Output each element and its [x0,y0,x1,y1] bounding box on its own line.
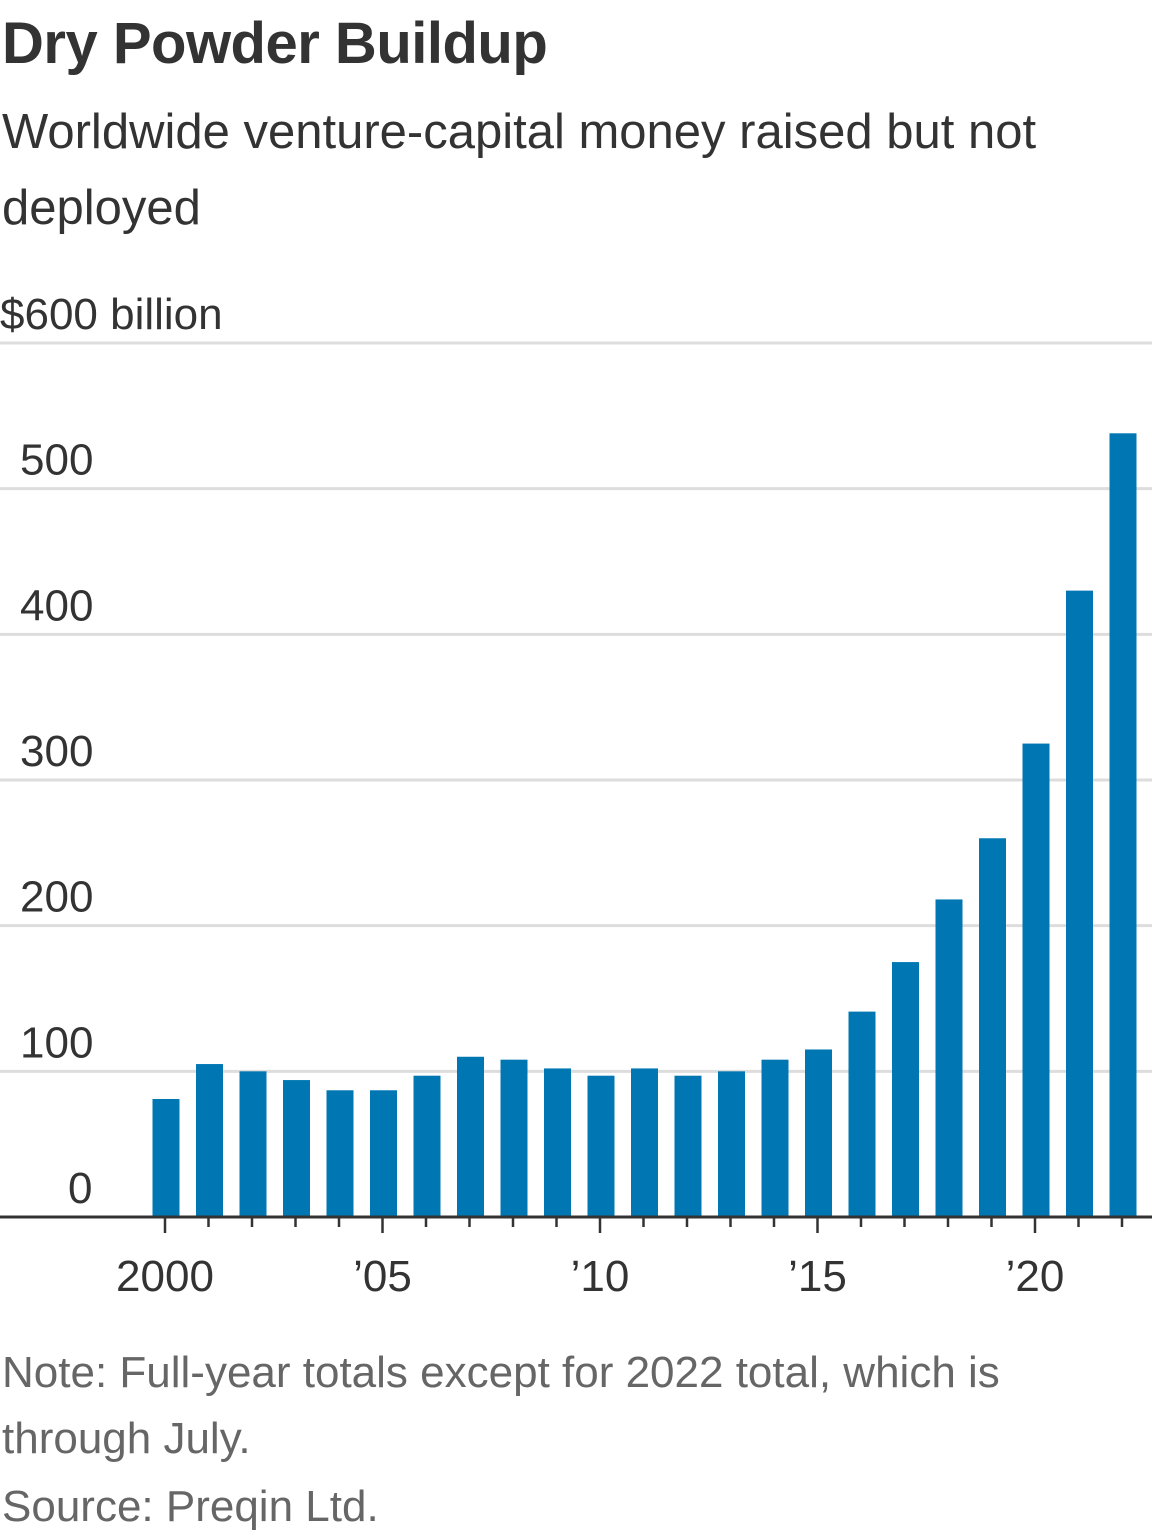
bar-2007 [457,1056,484,1217]
bar-2000 [152,1099,180,1217]
y-axis-labels: 0 100 200 300 400 500 $600 billion [0,290,223,1213]
bar-2013 [718,1071,745,1217]
y-tick-label: $600 billion [0,290,223,339]
bar-2017 [892,962,919,1217]
y-tick-label: 100 [20,1018,93,1067]
chart-note: Note: Full-year totals except for 2022 t… [2,1348,1000,1463]
x-axis [0,1215,1152,1233]
bar-2004 [326,1090,354,1217]
bar-2002 [239,1071,267,1217]
bar-2008 [500,1059,528,1217]
y-tick-label: 300 [20,727,93,776]
bar-2019 [979,838,1006,1217]
y-tick-label: 0 [68,1164,92,1213]
bar-2005 [370,1090,397,1217]
bar-2021 [1066,590,1093,1217]
y-tick-label: 500 [20,436,93,485]
chart-title: Dry Powder Buildup [2,11,548,76]
bar-chart: 0 100 200 300 400 500 $600 billion 2000 ’05 ’10 ’… [0,290,1152,1301]
x-axis-labels: 2000 ’05 ’10 ’15 ’20 [116,1252,1064,1301]
bar-2014 [761,1059,789,1217]
x-tick-label: ’10 [571,1252,630,1301]
bar-2015 [805,1049,832,1217]
bar-2012 [674,1075,702,1217]
y-tick-label: 200 [20,873,93,922]
bar-2010 [587,1075,615,1217]
bar-2006 [413,1075,441,1217]
bar-2003 [283,1080,310,1217]
bar-2022 [1109,433,1137,1217]
bar-2016 [848,1011,876,1217]
chart-subtitle: Worldwide venture-capital money raised b… [2,105,1037,235]
bar-2018 [935,899,963,1217]
bar-2001 [196,1064,223,1217]
bar-2011 [631,1068,658,1217]
y-tick-label: 400 [20,581,93,630]
x-tick-label: ’05 [353,1252,412,1301]
bar-series [152,433,1137,1217]
bar-2009 [544,1068,571,1217]
x-tick-label: ’15 [788,1252,847,1301]
x-tick-label: ’20 [1006,1252,1065,1301]
x-tick-label: 2000 [116,1252,214,1301]
bar-2020 [1022,743,1050,1217]
chart-source: Source: Preqin Ltd. [2,1482,379,1531]
